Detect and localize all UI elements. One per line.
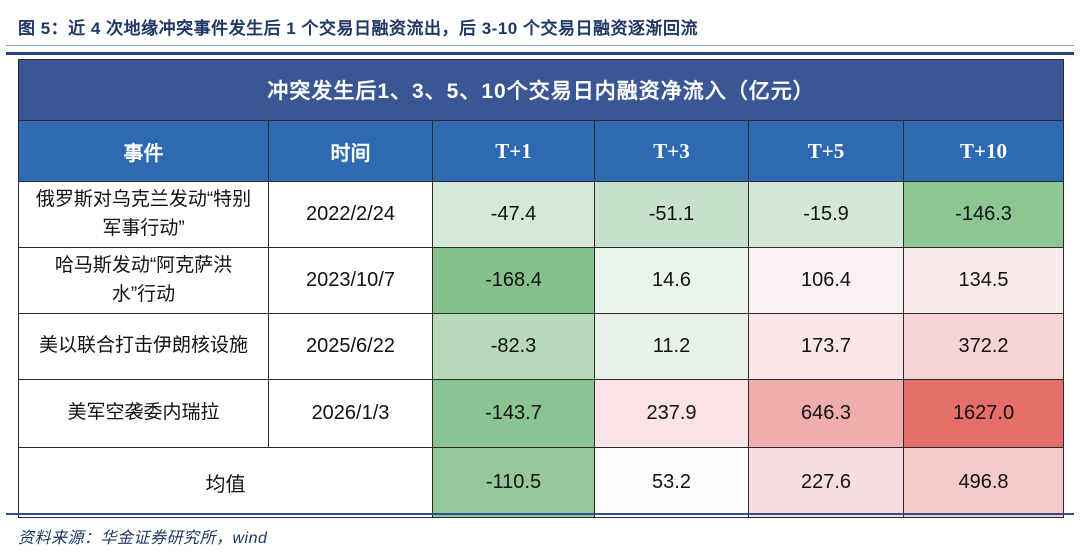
date-cell: 2023/10/7 — [268, 247, 433, 314]
average-cell-t3: 53.2 — [594, 447, 749, 518]
col-header-event: 事件 — [18, 120, 269, 182]
figure-title: 图 5：近 4 次地缘冲突事件发生后 1 个交易日融资流出，后 3-10 个交易… — [18, 19, 698, 38]
date-cell: 2022/2/24 — [268, 181, 433, 248]
col-header-t1: T+1 — [432, 120, 595, 182]
col-header-t10: T+10 — [902, 120, 1065, 182]
value-cell-t10: 1627.0 — [902, 379, 1065, 448]
value-cell-t10: -146.3 — [902, 181, 1065, 248]
table-row: 俄罗斯对乌克兰发动“特别军事行动” 2022/2/24 -47.4 -51.1 … — [18, 181, 1065, 248]
value-cell-t1: -47.4 — [432, 181, 595, 248]
average-cell-t10: 496.8 — [902, 447, 1065, 518]
table-banner-row: 冲突发生后1、3、5、10个交易日内融资净流入（亿元） — [17, 59, 1065, 121]
value-cell-t3: -51.1 — [594, 181, 749, 248]
title-divider-thin — [6, 45, 1074, 46]
table-row: 哈马斯发动“阿克萨洪水”行动 2023/10/7 -168.4 14.6 106… — [18, 247, 1065, 314]
event-cell: 哈马斯发动“阿克萨洪水”行动 — [18, 247, 269, 314]
value-cell-t5: 173.7 — [748, 313, 904, 380]
value-cell-t3: 11.2 — [594, 313, 749, 380]
value-cell-t5: 646.3 — [748, 379, 904, 448]
average-row: 均值 -110.5 53.2 227.6 496.8 — [18, 447, 1065, 518]
event-cell: 俄罗斯对乌克兰发动“特别军事行动” — [18, 181, 269, 248]
value-cell-t5: -15.9 — [748, 181, 904, 248]
value-cell-t1: -168.4 — [432, 247, 595, 314]
col-header-t5: T+5 — [748, 120, 904, 182]
col-header-t3: T+3 — [594, 120, 749, 182]
average-cell-t1: -110.5 — [432, 447, 595, 518]
table-row: 美军空袭委内瑞拉 2026/1/3 -143.7 237.9 646.3 162… — [18, 379, 1065, 448]
table-row: 美以联合打击伊朗核设施 2025/6/22 -82.3 11.2 173.7 3… — [18, 313, 1065, 380]
title-divider-thick — [6, 52, 1074, 55]
footer-divider — [6, 513, 1074, 515]
value-cell-t1: -143.7 — [432, 379, 595, 448]
value-cell-t10: 134.5 — [902, 247, 1065, 314]
event-cell: 美以联合打击伊朗核设施 — [18, 313, 269, 380]
source-note: 资料来源：华金证券研究所，wind — [18, 530, 268, 547]
average-cell-t5: 227.6 — [748, 447, 904, 518]
value-cell-t3: 14.6 — [594, 247, 749, 314]
col-header-date: 时间 — [268, 120, 433, 182]
date-cell: 2025/6/22 — [268, 313, 433, 380]
value-cell-t10: 372.2 — [902, 313, 1065, 380]
date-cell: 2026/1/3 — [268, 379, 433, 448]
value-cell-t1: -82.3 — [432, 313, 595, 380]
average-label-cell: 均值 — [18, 447, 433, 518]
table-banner-title: 冲突发生后1、3、5、10个交易日内融资净流入（亿元） — [17, 59, 1065, 121]
table-header-row: 事件 时间 T+1 T+3 T+5 T+10 — [18, 120, 1065, 182]
value-cell-t3: 237.9 — [594, 379, 749, 448]
event-cell: 美军空袭委内瑞拉 — [18, 379, 269, 448]
value-cell-t5: 106.4 — [748, 247, 904, 314]
financing-net-inflow-table: 冲突发生后1、3、5、10个交易日内融资净流入（亿元） 事件 时间 T+1 T+… — [17, 59, 1065, 518]
